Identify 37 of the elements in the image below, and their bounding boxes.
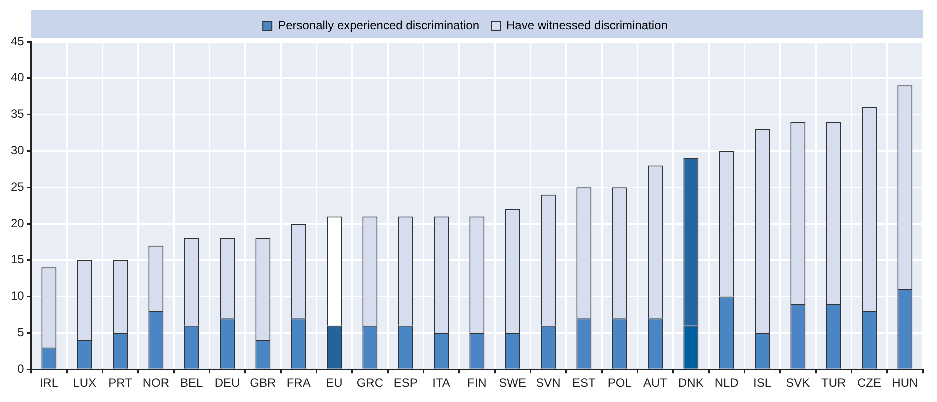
y-tick-label: 0 (18, 362, 25, 376)
y-tick-label: 5 (18, 326, 25, 340)
y-tick-label: 25 (10, 180, 25, 194)
y-tick-label: 10 (10, 289, 25, 304)
x-tick-label: SWE (499, 376, 527, 390)
y-tick-label: 15 (10, 252, 25, 267)
x-tick-label: DEU (214, 376, 240, 390)
y-tick-label: 40 (10, 70, 25, 85)
x-tick-label: NLD (714, 376, 740, 390)
x-tick-label: BEL (180, 376, 204, 390)
x-tick-label: CZE (858, 376, 882, 390)
x-tick-label: GRC (356, 376, 384, 390)
x-tick-label: ISL (753, 376, 772, 390)
x-tick-label: SVN (536, 376, 561, 390)
legend-label: Personally experienced discrimination (278, 18, 480, 32)
x-tick-label: NOR (142, 376, 170, 390)
y-tick-label: 30 (10, 144, 25, 158)
x-tick-label: TUR (822, 376, 846, 390)
x-tick-label: PRT (108, 376, 134, 390)
x-tick-label: EU (326, 376, 343, 390)
legend-label: Have witnessed discrimination (506, 18, 668, 32)
x-tick-label: FRA (286, 376, 311, 390)
x-tick-label: GBR (250, 376, 277, 390)
x-tick-label: POL (608, 376, 632, 390)
x-tick-label: IRL (40, 376, 59, 390)
y-tick-label: 20 (10, 216, 25, 230)
y-tick-label: 35 (10, 107, 25, 122)
x-tick-label: ITA (432, 376, 450, 390)
y-tick-label: 45 (10, 34, 25, 48)
x-tick-label: FIN (468, 376, 487, 390)
x-tick-label: HUN (892, 376, 918, 390)
x-tick-label: SVK (786, 376, 810, 390)
x-tick-label: DNK (678, 376, 704, 390)
x-tick-label: AUT (644, 376, 668, 390)
x-tick-label: LUX (73, 376, 97, 390)
x-tick-label: ESP (394, 376, 418, 390)
x-tick-label: EST (572, 376, 597, 390)
